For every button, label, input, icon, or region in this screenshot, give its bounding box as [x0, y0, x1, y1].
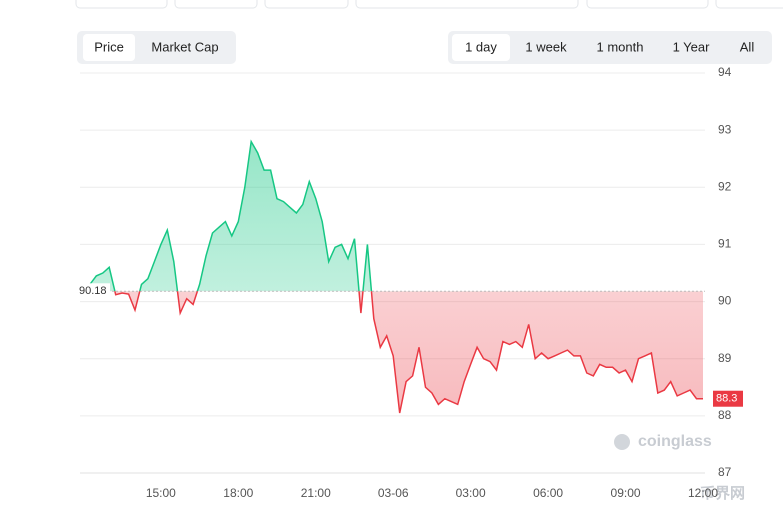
baseline-label-box	[76, 283, 110, 300]
x-tick-label: 18:00	[223, 486, 253, 500]
baseline-label: 90.18	[79, 285, 107, 297]
cut-button[interactable]	[75, 0, 168, 9]
area-down	[83, 291, 703, 413]
cut-button[interactable]	[586, 0, 709, 9]
line-down	[114, 291, 703, 414]
cut-button[interactable]	[174, 0, 258, 9]
range-tab[interactable]: 1 month	[597, 39, 644, 54]
area-up	[83, 141, 372, 292]
site-mark: 币界网	[700, 485, 745, 502]
x-tick-label: 09:00	[611, 486, 641, 500]
y-tick-label: 89	[718, 351, 732, 365]
x-tick-label: 12:00	[688, 486, 718, 500]
cut-button[interactable]	[715, 0, 783, 9]
y-tick-label: 94	[718, 65, 732, 79]
y-tick-label: 90	[718, 294, 732, 308]
cut-button[interactable]	[264, 0, 349, 9]
x-tick-label: 03-06	[378, 486, 409, 500]
top-buttons	[75, 0, 783, 9]
y-tick-label: 87	[718, 465, 732, 479]
range-tab[interactable]: All	[740, 39, 755, 54]
y-tick-label: 92	[718, 179, 732, 193]
range-tab[interactable]: 1 week	[525, 39, 567, 54]
last-price-label: 88.3	[716, 393, 737, 405]
watermark: coinglass	[638, 433, 712, 450]
range-tab[interactable]: 1 day	[465, 39, 497, 54]
x-tick-label: 21:00	[301, 486, 331, 500]
tab-active	[83, 34, 135, 61]
x-tick-label: 06:00	[533, 486, 563, 500]
y-tick-label: 88	[718, 408, 732, 422]
x-tick-label: 15:00	[146, 486, 176, 500]
tab-active	[452, 34, 510, 61]
last-price-box	[713, 390, 743, 407]
cut-button[interactable]	[355, 0, 579, 9]
range-tab[interactable]: 1 Year	[673, 39, 711, 54]
y-tick-label: 93	[718, 122, 732, 136]
metric-tab[interactable]: Market Cap	[151, 39, 218, 54]
x-tick-label: 03:00	[456, 486, 486, 500]
range-toggle	[448, 31, 772, 64]
watermark-icon	[614, 434, 630, 450]
metric-tab[interactable]: Price	[94, 39, 124, 54]
line-up	[82, 139, 373, 292]
y-tick-label: 91	[718, 237, 732, 251]
